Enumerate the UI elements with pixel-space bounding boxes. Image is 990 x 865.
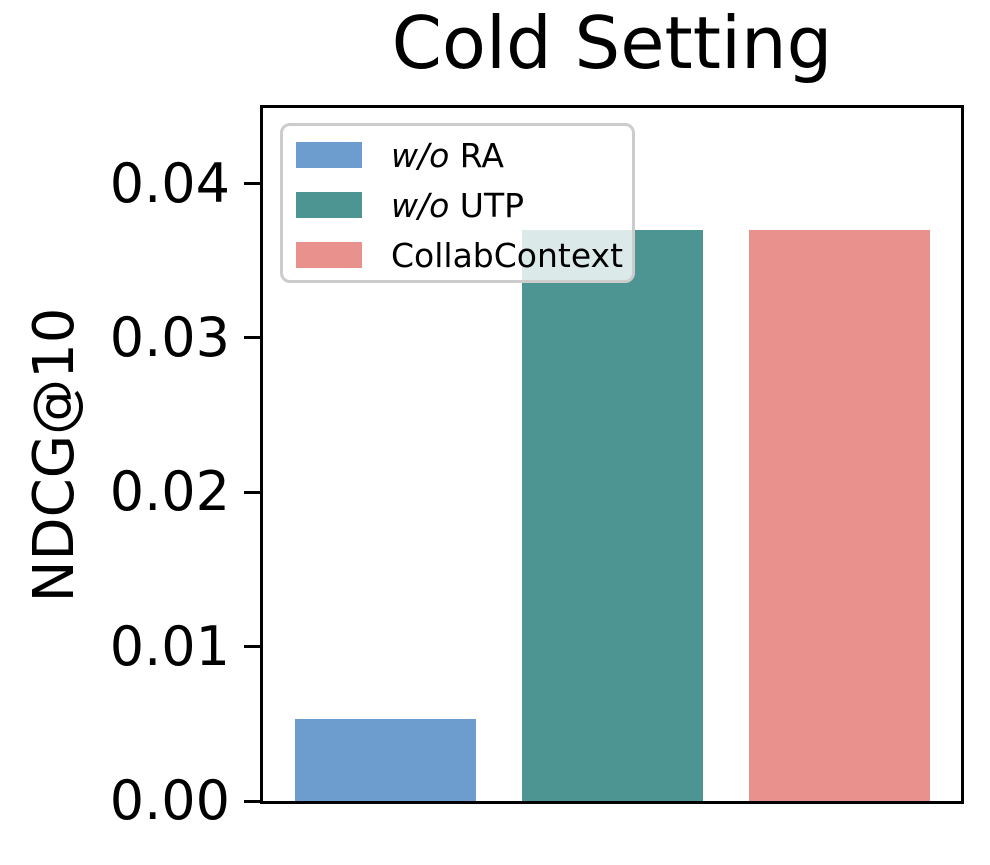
y-tick-mark [244,490,263,494]
legend-label-italic: w/o [391,185,450,225]
legend-label-italic: w/o [391,135,450,175]
legend-swatch-wo-ra [296,142,362,168]
chart-title: Cold Setting [391,1,833,85]
y-tick-label: 0.00 [109,769,230,832]
bar-collabcontext [749,229,930,801]
legend-label: w/o UTP [391,189,524,222]
y-tick-mark [244,182,263,186]
y-tick-label: 0.01 [109,614,230,678]
y-tick-labels: 0.00 0.01 0.02 0.03 0.04 [0,108,230,827]
y-tick-label: 0.02 [109,460,230,524]
y-tick-mark [244,799,263,803]
legend-label-rest: RA [449,135,504,175]
legend: w/o RA w/o UTP CollabContext [280,123,635,283]
legend-swatch-collabcontext [296,242,362,268]
bar-wo-utp [522,229,703,801]
y-tick-label: 0.04 [109,151,230,215]
y-tick-mark [244,336,263,340]
y-tick-label: 0.03 [109,305,230,369]
plot-area: w/o RA w/o UTP CollabContext [260,105,964,804]
legend-label: w/o RA [391,139,504,172]
legend-label: CollabContext [391,239,623,272]
legend-label-rest: CollabContext [391,235,624,275]
legend-item: CollabContext [283,230,632,280]
legend-item: w/o UTP [283,180,632,230]
legend-item: w/o RA [283,130,632,180]
legend-swatch-wo-utp [296,192,362,218]
y-tick-mark [244,645,263,649]
plot-inner: w/o RA w/o UTP CollabContext [263,108,961,801]
bar-wo-ra [295,719,476,801]
legend-label-rest: UTP [449,185,525,225]
